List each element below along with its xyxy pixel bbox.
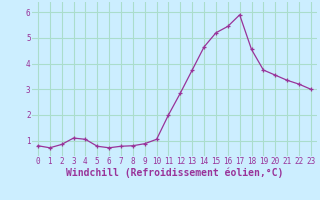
X-axis label: Windchill (Refroidissement éolien,°C): Windchill (Refroidissement éolien,°C) xyxy=(66,168,283,178)
